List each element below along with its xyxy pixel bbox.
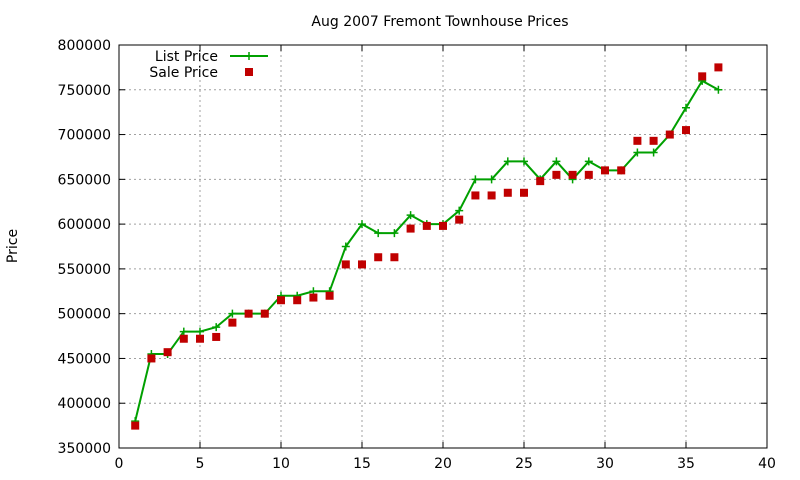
y-tick-label: 700000 (58, 128, 111, 144)
list-price-point (552, 157, 561, 166)
sale-price-point (244, 309, 253, 318)
y-tick-label: 800000 (58, 38, 111, 54)
sale-price-point (163, 348, 172, 357)
sale-price-point (471, 191, 480, 200)
sale-price-point (325, 291, 334, 300)
list-price-point (714, 85, 723, 94)
sale-price-point (179, 334, 188, 343)
sale-price-point (649, 136, 658, 145)
x-tick-label: 15 (353, 456, 371, 472)
y-tick-label: 400000 (58, 396, 111, 412)
x-tick-label: 35 (677, 456, 695, 472)
list-price-point (649, 148, 658, 157)
x-tick-label: 0 (115, 456, 124, 472)
sale-price-point (406, 224, 415, 233)
list-price-point (633, 148, 642, 157)
list-price-line (134, 79, 719, 422)
list-price-point (179, 327, 188, 336)
y-tick-label: 350000 (58, 441, 111, 457)
grid-layer (119, 45, 767, 448)
sale-price-point (714, 63, 723, 72)
list-price-point (406, 211, 415, 220)
axes-layer: 0 5 10 15 20 25 30 35 40 350000 400000 450000 500000… (58, 38, 776, 472)
legend-label-sale-price: Sale Price (149, 65, 218, 81)
sale-price-point (228, 318, 237, 327)
y-tick-label: 500000 (58, 307, 111, 323)
legend-marker-list-price (245, 52, 253, 60)
list-price-point (374, 229, 383, 238)
y-tick-label: 600000 (58, 217, 111, 233)
sale-price-point (260, 309, 269, 318)
list-price-point (520, 157, 528, 166)
legend-marker-sale-price (245, 68, 253, 76)
sale-price-point (422, 221, 431, 230)
sale-price-point (358, 260, 366, 269)
sale-price-point (277, 296, 285, 305)
y-tick-label: 550000 (58, 262, 111, 278)
sale-price-point (633, 136, 642, 145)
list-price-point (228, 309, 237, 318)
sale-price-point (212, 332, 221, 341)
sale-price-point (552, 170, 561, 179)
chart-title: Aug 2007 Fremont Townhouse Prices (311, 14, 568, 30)
sale-price-point (601, 166, 609, 175)
list-price-point (487, 175, 496, 184)
list-price-point (390, 229, 399, 238)
sale-price-point (487, 191, 496, 200)
x-tick-label: 40 (758, 456, 776, 472)
sale-price-point (390, 253, 399, 262)
sale-price-point (617, 166, 626, 175)
sale-price-point (439, 221, 447, 230)
y-tick-label: 450000 (58, 351, 111, 367)
sale-price-point (665, 130, 674, 139)
sale-price-point (196, 334, 204, 343)
sale-price-point (455, 215, 464, 224)
sale-price-point (568, 170, 577, 179)
x-tick-label: 10 (272, 456, 290, 472)
list-price-point (682, 103, 690, 112)
series-layer (131, 63, 723, 430)
y-axis-label: Price (5, 229, 21, 263)
y-tick-label: 650000 (58, 172, 111, 188)
list-price-point (341, 242, 350, 251)
list-price-point (212, 323, 221, 332)
list-price-point (584, 157, 593, 166)
y-tick-label: 750000 (58, 83, 111, 99)
sale-price-point (520, 188, 528, 197)
sale-price-point (536, 177, 545, 186)
sale-price-point (503, 188, 512, 197)
sale-price-point (374, 253, 383, 262)
list-price-point (471, 175, 480, 184)
sale-price-point (131, 421, 140, 430)
list-price-point (358, 220, 366, 229)
sale-price-point (682, 126, 690, 135)
sale-price-point (309, 293, 318, 302)
list-price-point (455, 206, 464, 215)
list-price-point (196, 327, 204, 336)
legend-label-list-price: List Price (155, 49, 218, 65)
sale-price-point (293, 296, 302, 305)
sale-price-point (147, 354, 156, 363)
sale-price-point (698, 72, 707, 81)
x-tick-label: 5 (196, 456, 205, 472)
x-tick-label: 20 (434, 456, 452, 472)
x-tick-label: 25 (515, 456, 533, 472)
x-tick-label: 30 (596, 456, 614, 472)
list-price-point (503, 157, 512, 166)
sale-price-point (584, 170, 593, 179)
sale-price-point (341, 260, 350, 269)
